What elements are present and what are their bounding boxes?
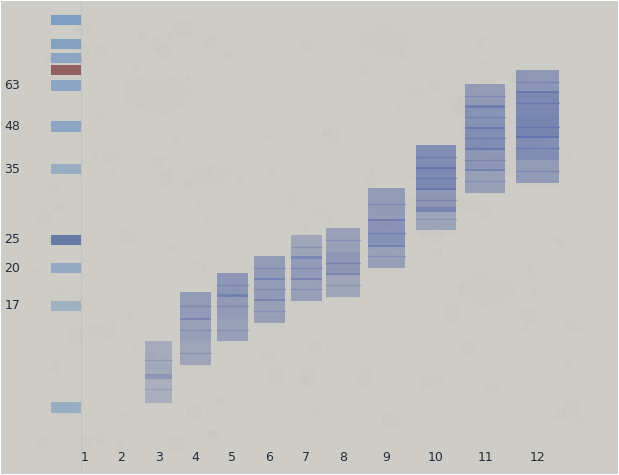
Text: 12: 12	[530, 451, 545, 464]
FancyBboxPatch shape	[180, 318, 211, 342]
FancyBboxPatch shape	[326, 228, 360, 252]
FancyBboxPatch shape	[465, 84, 505, 108]
Text: 17: 17	[4, 299, 20, 313]
FancyBboxPatch shape	[51, 263, 82, 274]
FancyBboxPatch shape	[516, 108, 559, 112]
FancyBboxPatch shape	[368, 245, 405, 268]
FancyBboxPatch shape	[51, 301, 82, 311]
FancyBboxPatch shape	[51, 235, 82, 245]
Text: 48: 48	[4, 120, 20, 133]
Ellipse shape	[132, 153, 232, 190]
FancyBboxPatch shape	[465, 143, 505, 147]
Text: 11: 11	[477, 451, 493, 464]
FancyBboxPatch shape	[326, 273, 360, 296]
Text: 10: 10	[428, 451, 444, 464]
Ellipse shape	[384, 77, 451, 94]
FancyBboxPatch shape	[217, 273, 248, 296]
FancyBboxPatch shape	[51, 65, 82, 75]
FancyBboxPatch shape	[416, 183, 456, 187]
FancyBboxPatch shape	[51, 38, 82, 49]
Ellipse shape	[378, 195, 492, 215]
FancyBboxPatch shape	[465, 105, 505, 129]
FancyBboxPatch shape	[254, 278, 285, 301]
Text: 3: 3	[155, 451, 162, 464]
FancyBboxPatch shape	[368, 218, 405, 247]
FancyBboxPatch shape	[416, 188, 456, 211]
Text: 35: 35	[4, 162, 20, 176]
Text: 4: 4	[191, 451, 199, 464]
FancyBboxPatch shape	[180, 292, 211, 320]
FancyBboxPatch shape	[51, 53, 82, 63]
Ellipse shape	[519, 110, 555, 134]
Ellipse shape	[262, 185, 352, 217]
FancyBboxPatch shape	[416, 207, 456, 230]
FancyBboxPatch shape	[516, 70, 559, 94]
Ellipse shape	[180, 166, 246, 196]
FancyBboxPatch shape	[516, 115, 559, 138]
Text: 25: 25	[4, 233, 20, 247]
Ellipse shape	[456, 79, 516, 113]
Ellipse shape	[122, 74, 193, 112]
Text: 63: 63	[4, 79, 20, 92]
FancyBboxPatch shape	[217, 318, 248, 342]
FancyBboxPatch shape	[51, 121, 82, 132]
FancyBboxPatch shape	[416, 145, 456, 169]
FancyBboxPatch shape	[326, 252, 360, 275]
FancyBboxPatch shape	[51, 80, 82, 91]
Text: 2: 2	[118, 451, 126, 464]
FancyBboxPatch shape	[516, 160, 559, 183]
FancyBboxPatch shape	[416, 167, 456, 190]
FancyBboxPatch shape	[217, 294, 248, 318]
Text: 7: 7	[303, 451, 310, 464]
Ellipse shape	[481, 244, 553, 289]
FancyBboxPatch shape	[51, 164, 82, 174]
FancyBboxPatch shape	[51, 402, 82, 413]
FancyBboxPatch shape	[465, 148, 505, 171]
FancyBboxPatch shape	[145, 342, 172, 379]
FancyBboxPatch shape	[465, 169, 505, 193]
Ellipse shape	[274, 210, 366, 237]
Text: 5: 5	[228, 451, 236, 464]
Text: 1: 1	[80, 451, 89, 464]
FancyBboxPatch shape	[291, 235, 322, 259]
Ellipse shape	[358, 24, 410, 57]
FancyBboxPatch shape	[368, 188, 405, 221]
FancyBboxPatch shape	[254, 299, 285, 323]
FancyBboxPatch shape	[291, 256, 322, 280]
FancyBboxPatch shape	[516, 131, 559, 135]
Ellipse shape	[338, 167, 376, 190]
FancyBboxPatch shape	[516, 152, 559, 156]
Ellipse shape	[458, 277, 517, 306]
FancyBboxPatch shape	[180, 342, 211, 365]
FancyBboxPatch shape	[516, 91, 559, 115]
Text: 6: 6	[266, 451, 274, 464]
Text: 9: 9	[383, 451, 391, 464]
FancyBboxPatch shape	[51, 15, 82, 26]
Text: 8: 8	[339, 451, 347, 464]
Ellipse shape	[77, 288, 173, 319]
FancyBboxPatch shape	[254, 256, 285, 280]
Text: 20: 20	[4, 262, 20, 275]
FancyBboxPatch shape	[416, 162, 456, 166]
FancyBboxPatch shape	[465, 126, 505, 150]
FancyBboxPatch shape	[291, 278, 322, 301]
FancyBboxPatch shape	[145, 374, 172, 403]
FancyBboxPatch shape	[516, 136, 559, 160]
Ellipse shape	[167, 15, 285, 57]
